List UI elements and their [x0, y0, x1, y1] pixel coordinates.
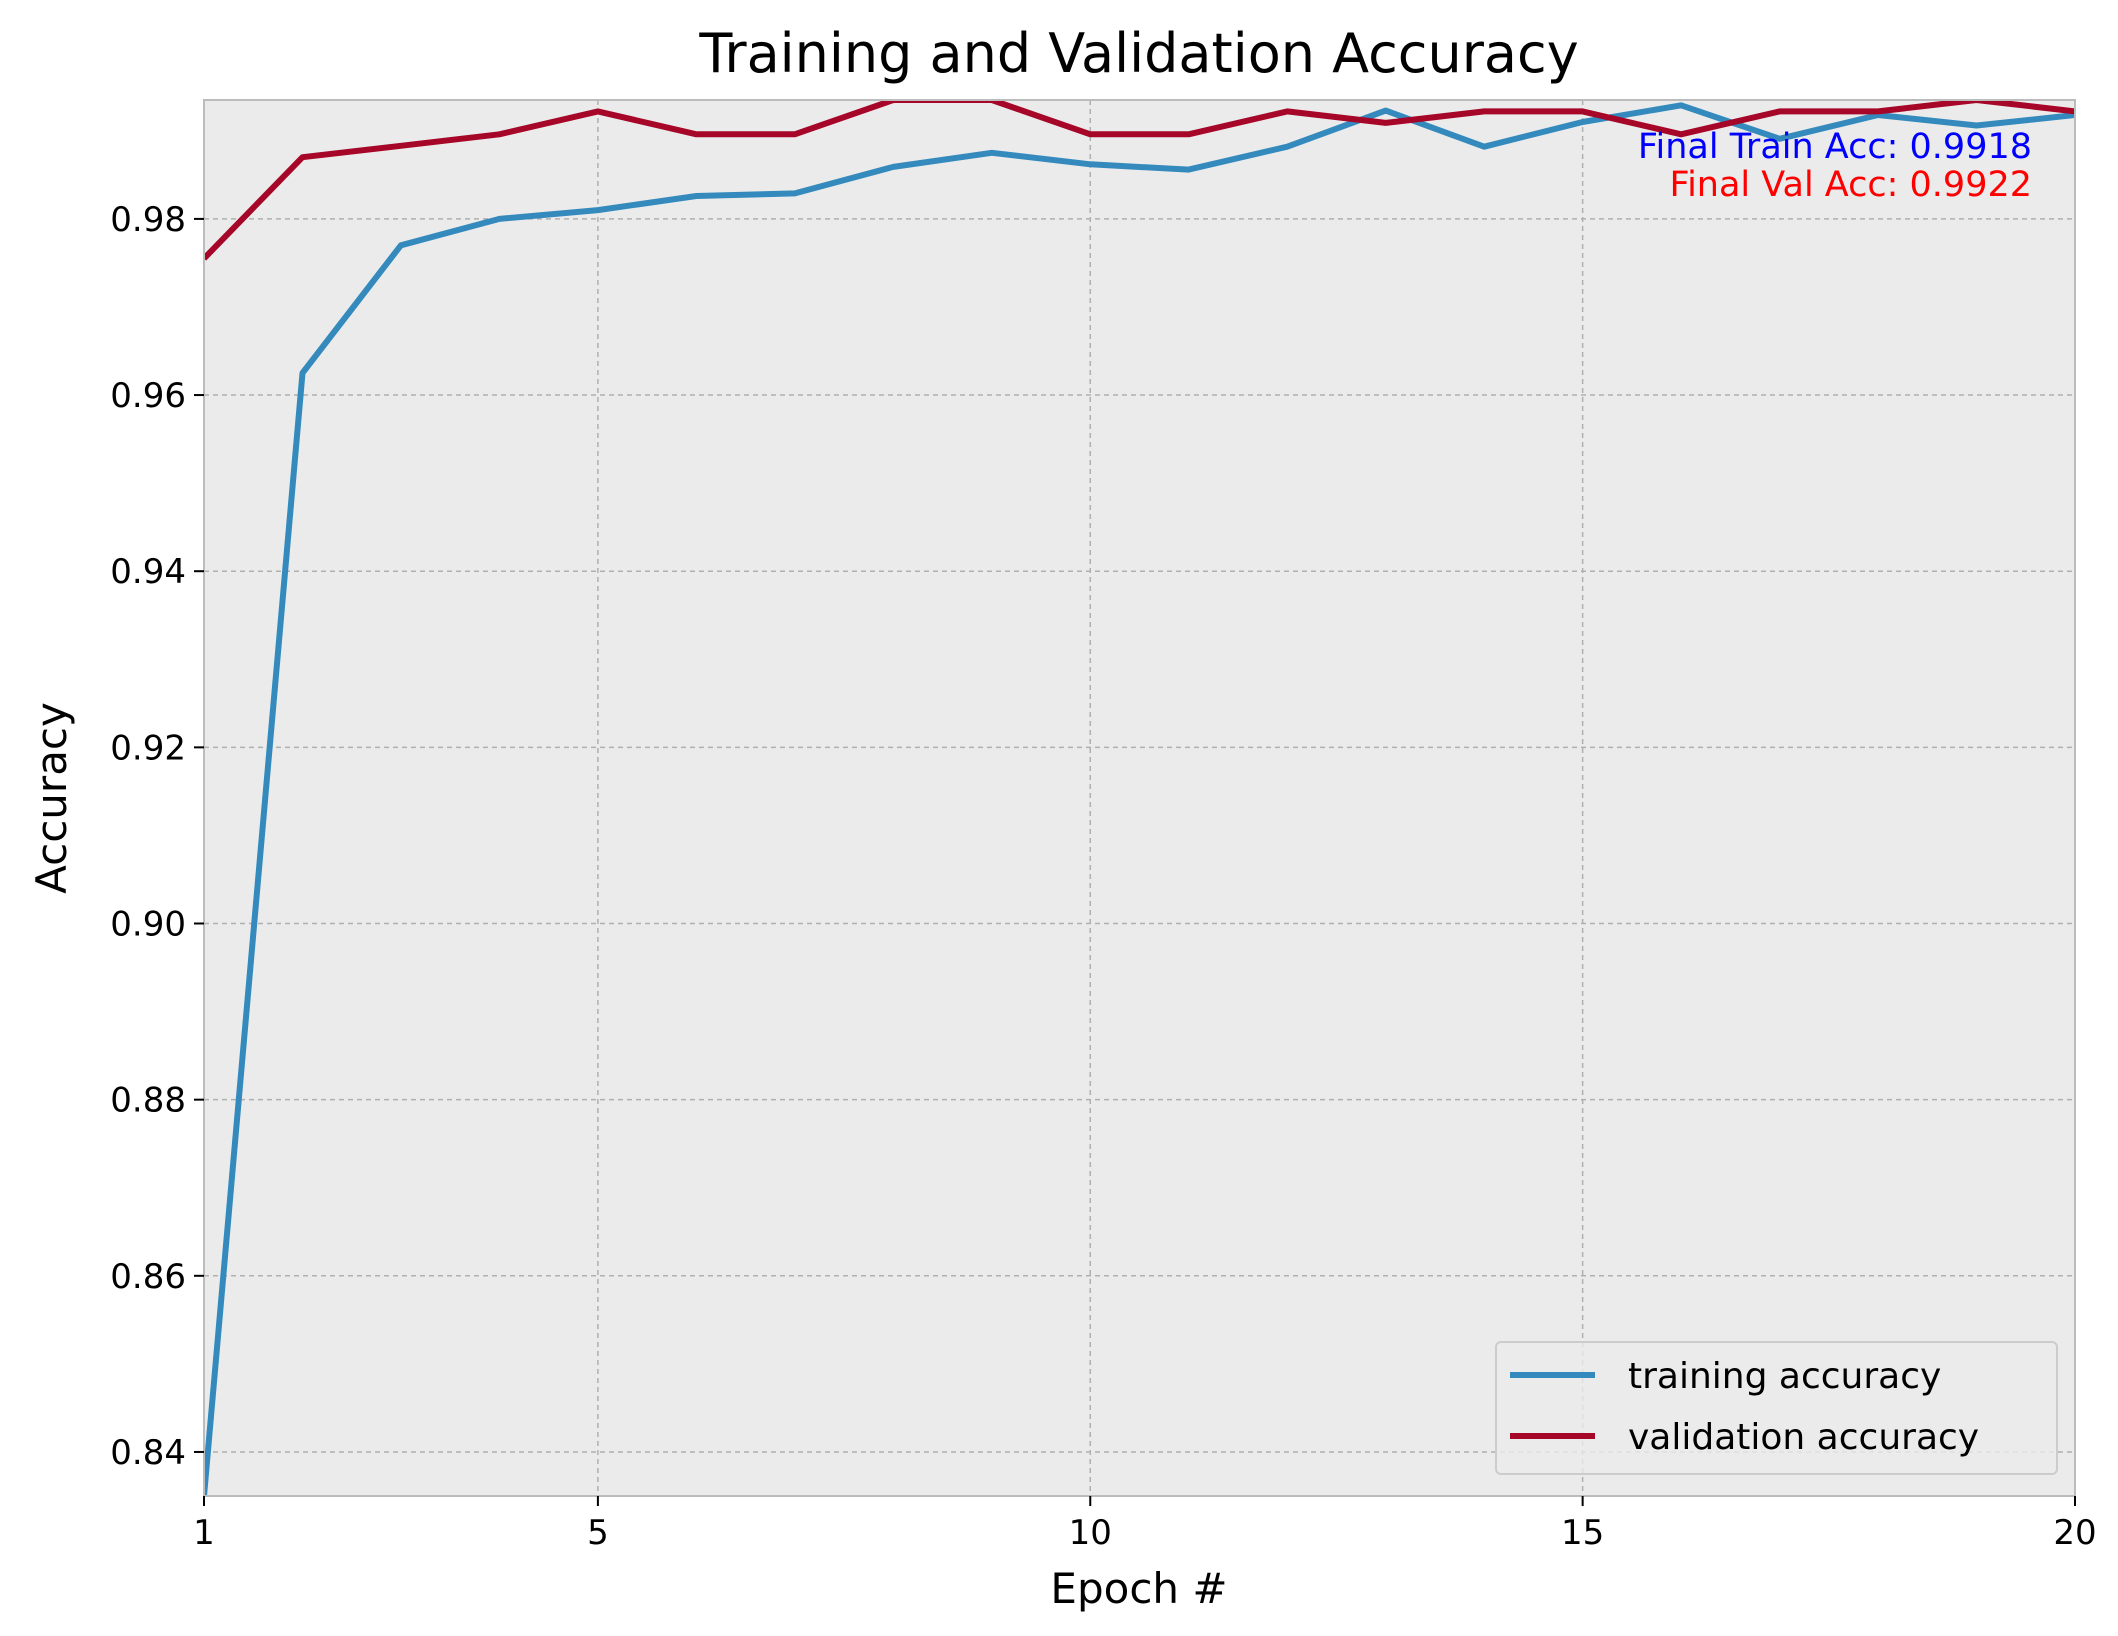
- axes-frame: [203, 99, 2076, 1497]
- x-tick-label: 20: [2053, 1513, 2096, 1553]
- series-lines: [204, 100, 2075, 1496]
- y-tick-label: 0.92: [110, 728, 186, 768]
- y-tick-label: 0.84: [110, 1433, 186, 1473]
- x-tick-label: 10: [1069, 1513, 1112, 1553]
- series-line-validation-accuracy: [204, 100, 2075, 261]
- annotation-final-train-acc: Final Train Acc: 0.9918: [1638, 127, 2032, 167]
- y-tick-label: 0.88: [110, 1081, 186, 1121]
- series-line-training-accuracy: [204, 102, 2075, 1496]
- y-tick-label: 0.94: [110, 552, 186, 592]
- y-tick-label: 0.98: [110, 200, 186, 240]
- ticks: 1 5 10 15 200.840.860.880.900.920.940.960.98: [110, 200, 2096, 1553]
- x-axis-label: Epoch #: [1050, 1564, 1227, 1613]
- y-tick-label: 0.90: [110, 905, 186, 945]
- x-tick-label: 5: [587, 1513, 609, 1553]
- y-tick-label: 0.96: [110, 376, 186, 416]
- x-tick-label: 1: [193, 1513, 215, 1553]
- y-axis-label: Accuracy: [27, 702, 76, 894]
- legend-box: [1495, 1341, 2058, 1475]
- legend-label-training: training accuracy: [1628, 1356, 1941, 1397]
- legend: training accuracy validation accuracy: [1495, 1341, 2058, 1475]
- y-tick-label: 0.86: [110, 1257, 186, 1297]
- chart-title: Training and Validation Accuracy: [698, 22, 1578, 85]
- x-tick-label: 15: [1561, 1513, 1604, 1553]
- plot-area: [204, 100, 2075, 1496]
- annotation-final-val-acc: Final Val Acc: 0.9922: [1669, 165, 2032, 205]
- legend-label-validation: validation accuracy: [1628, 1417, 1979, 1458]
